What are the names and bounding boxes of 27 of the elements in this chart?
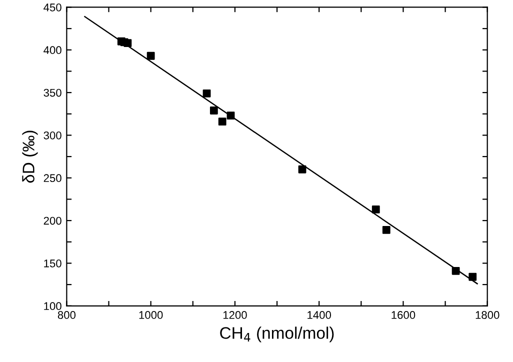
y-tick-label: 450 <box>44 4 62 12</box>
x-axis-title: CH$_{4}$ (nmol/mol) <box>220 326 334 342</box>
y-tick-label: 250 <box>44 174 62 182</box>
point <box>146 52 155 60</box>
x-tick-label: 800 <box>58 311 76 319</box>
point <box>202 89 211 98</box>
x-tick-label: 1200 <box>223 311 247 319</box>
y-tick-label: 350 <box>44 88 62 97</box>
point <box>218 118 226 126</box>
point <box>210 106 218 114</box>
x-tick-label: 1000 <box>139 311 163 319</box>
y-axis-title: δD (‰) <box>22 130 38 183</box>
y-tick-label: 100 <box>44 302 62 310</box>
x-tick-label: 1600 <box>392 311 416 319</box>
point <box>124 39 132 48</box>
point <box>226 112 235 120</box>
point <box>298 165 306 174</box>
y-tick-label: 300 <box>44 132 62 140</box>
y-tick-label: 150 <box>44 259 62 268</box>
y-tick-label: 400 <box>44 46 62 54</box>
point <box>382 226 390 234</box>
x-tick-label: 1400 <box>308 311 332 319</box>
point <box>468 272 477 281</box>
point <box>372 206 380 214</box>
point <box>452 266 460 275</box>
x-tick-label: 1800 <box>476 311 500 319</box>
y-tick-label: 200 <box>44 216 62 225</box>
